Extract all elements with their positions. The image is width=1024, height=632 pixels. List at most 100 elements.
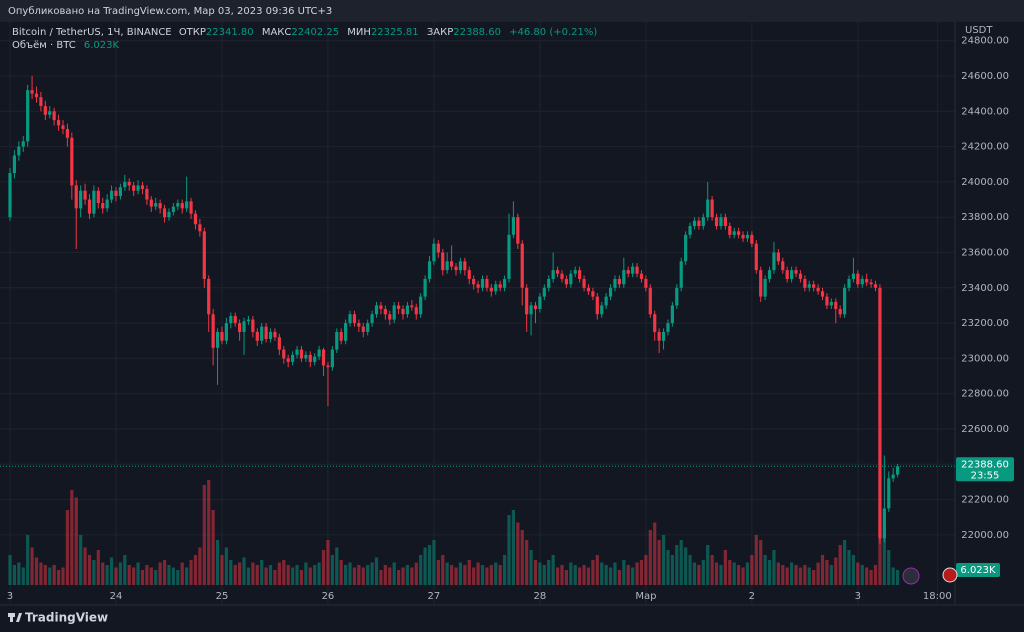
last-price-label: 22388.60 [961,459,1009,470]
candle-body [555,270,560,274]
volume-bar [255,565,259,585]
volume-bar [829,565,833,585]
candle-body [352,314,357,324]
volume-bar [745,562,750,585]
volume-bar [891,567,895,585]
volume-bar [834,557,838,585]
candle-body [887,478,891,509]
volume-bar [873,565,878,585]
volume-bar [136,562,140,585]
volume-bar [661,535,666,585]
volume-bar [639,560,644,585]
candle-body [167,211,171,218]
volume-bar [282,560,286,585]
open-label: ОТКР [179,27,206,38]
candle-body [286,358,290,362]
volume-bar [233,565,237,585]
volume-bar [317,562,321,585]
candle-body [467,270,471,279]
published: Опубликовано на TradingView.com, Мар 03,… [8,6,332,17]
volume-bar [586,567,591,585]
candle-body [701,217,705,227]
candle-body [480,278,485,288]
volume-bar [260,560,264,585]
candle-body [357,323,361,327]
volume-bar [498,565,502,585]
y-tick-label: 23000.00 [961,353,1009,364]
volume-bar [798,567,803,585]
candle-body [118,187,122,197]
volume-bar [816,562,820,585]
candle-body [313,356,317,362]
candle-body [21,141,25,147]
volume-bar [167,565,171,585]
y-tick-label: 24000.00 [961,177,1009,188]
y-tick-label: 22800.00 [961,389,1009,400]
candle-body [109,190,114,200]
candle-body [679,261,683,288]
y-tick-label: 23800.00 [961,212,1009,223]
volume-bar [145,565,149,585]
volume-bar [604,565,608,585]
volume-bar [684,547,688,585]
candle-body [268,331,273,339]
candle-body [869,282,873,285]
alert-icon[interactable] [902,567,920,585]
candle-layer [8,76,900,544]
volume-bar [741,567,745,585]
close-value: 22388.60 [453,27,501,38]
volume-bar [463,565,467,585]
volume-bar [211,510,215,585]
x-tick-label: 26 [322,591,335,602]
candle-body [882,508,886,539]
volume-bar [207,480,211,585]
candle-body [34,93,39,98]
volume-bar [83,547,87,585]
candle-body [414,307,418,315]
candle-body [458,261,463,271]
candle-body [745,234,750,239]
candle-body [361,326,365,332]
volume-bar [370,562,374,585]
candle-body [149,199,153,207]
candle-body [127,181,131,186]
y-tick-label: 24400.00 [961,106,1009,117]
y-tick-label: 22000.00 [961,530,1009,541]
candle-body [569,273,573,285]
y-tick-label: 22600.00 [961,424,1009,435]
volume-bar [410,567,414,585]
candle-body [737,231,741,235]
volume-bar [767,560,772,585]
volume-bar [229,560,233,585]
flag-icon[interactable] [942,567,958,583]
candle-body [366,323,370,332]
volume-bar [215,540,220,585]
candle-body [171,206,175,212]
volume-bar [865,567,869,585]
logo-mark [16,613,22,622]
volume-bar [807,567,811,585]
candle-body [401,308,405,315]
candle-body [591,291,595,297]
volume-value: 6.023K [84,40,120,51]
volume-bar [109,557,114,585]
volume-bar [70,490,74,585]
candle-body [8,173,12,218]
x-tick-label: 2 [749,591,755,602]
volume-bar [344,565,348,585]
candle-body [441,252,445,271]
volume-bar [158,562,162,585]
candle-body [229,316,233,324]
volume-bar [595,555,599,585]
volume-bar [895,569,900,585]
volume-bar [48,567,52,585]
volume-bar [582,565,586,585]
candle-body [670,305,674,324]
volume-bar [710,555,714,585]
volume-bar [538,562,542,585]
candle-body [185,201,189,209]
volume-bar [140,570,145,585]
candle-body [525,287,529,315]
volume-bar [149,567,153,585]
volume-bar [697,565,701,585]
